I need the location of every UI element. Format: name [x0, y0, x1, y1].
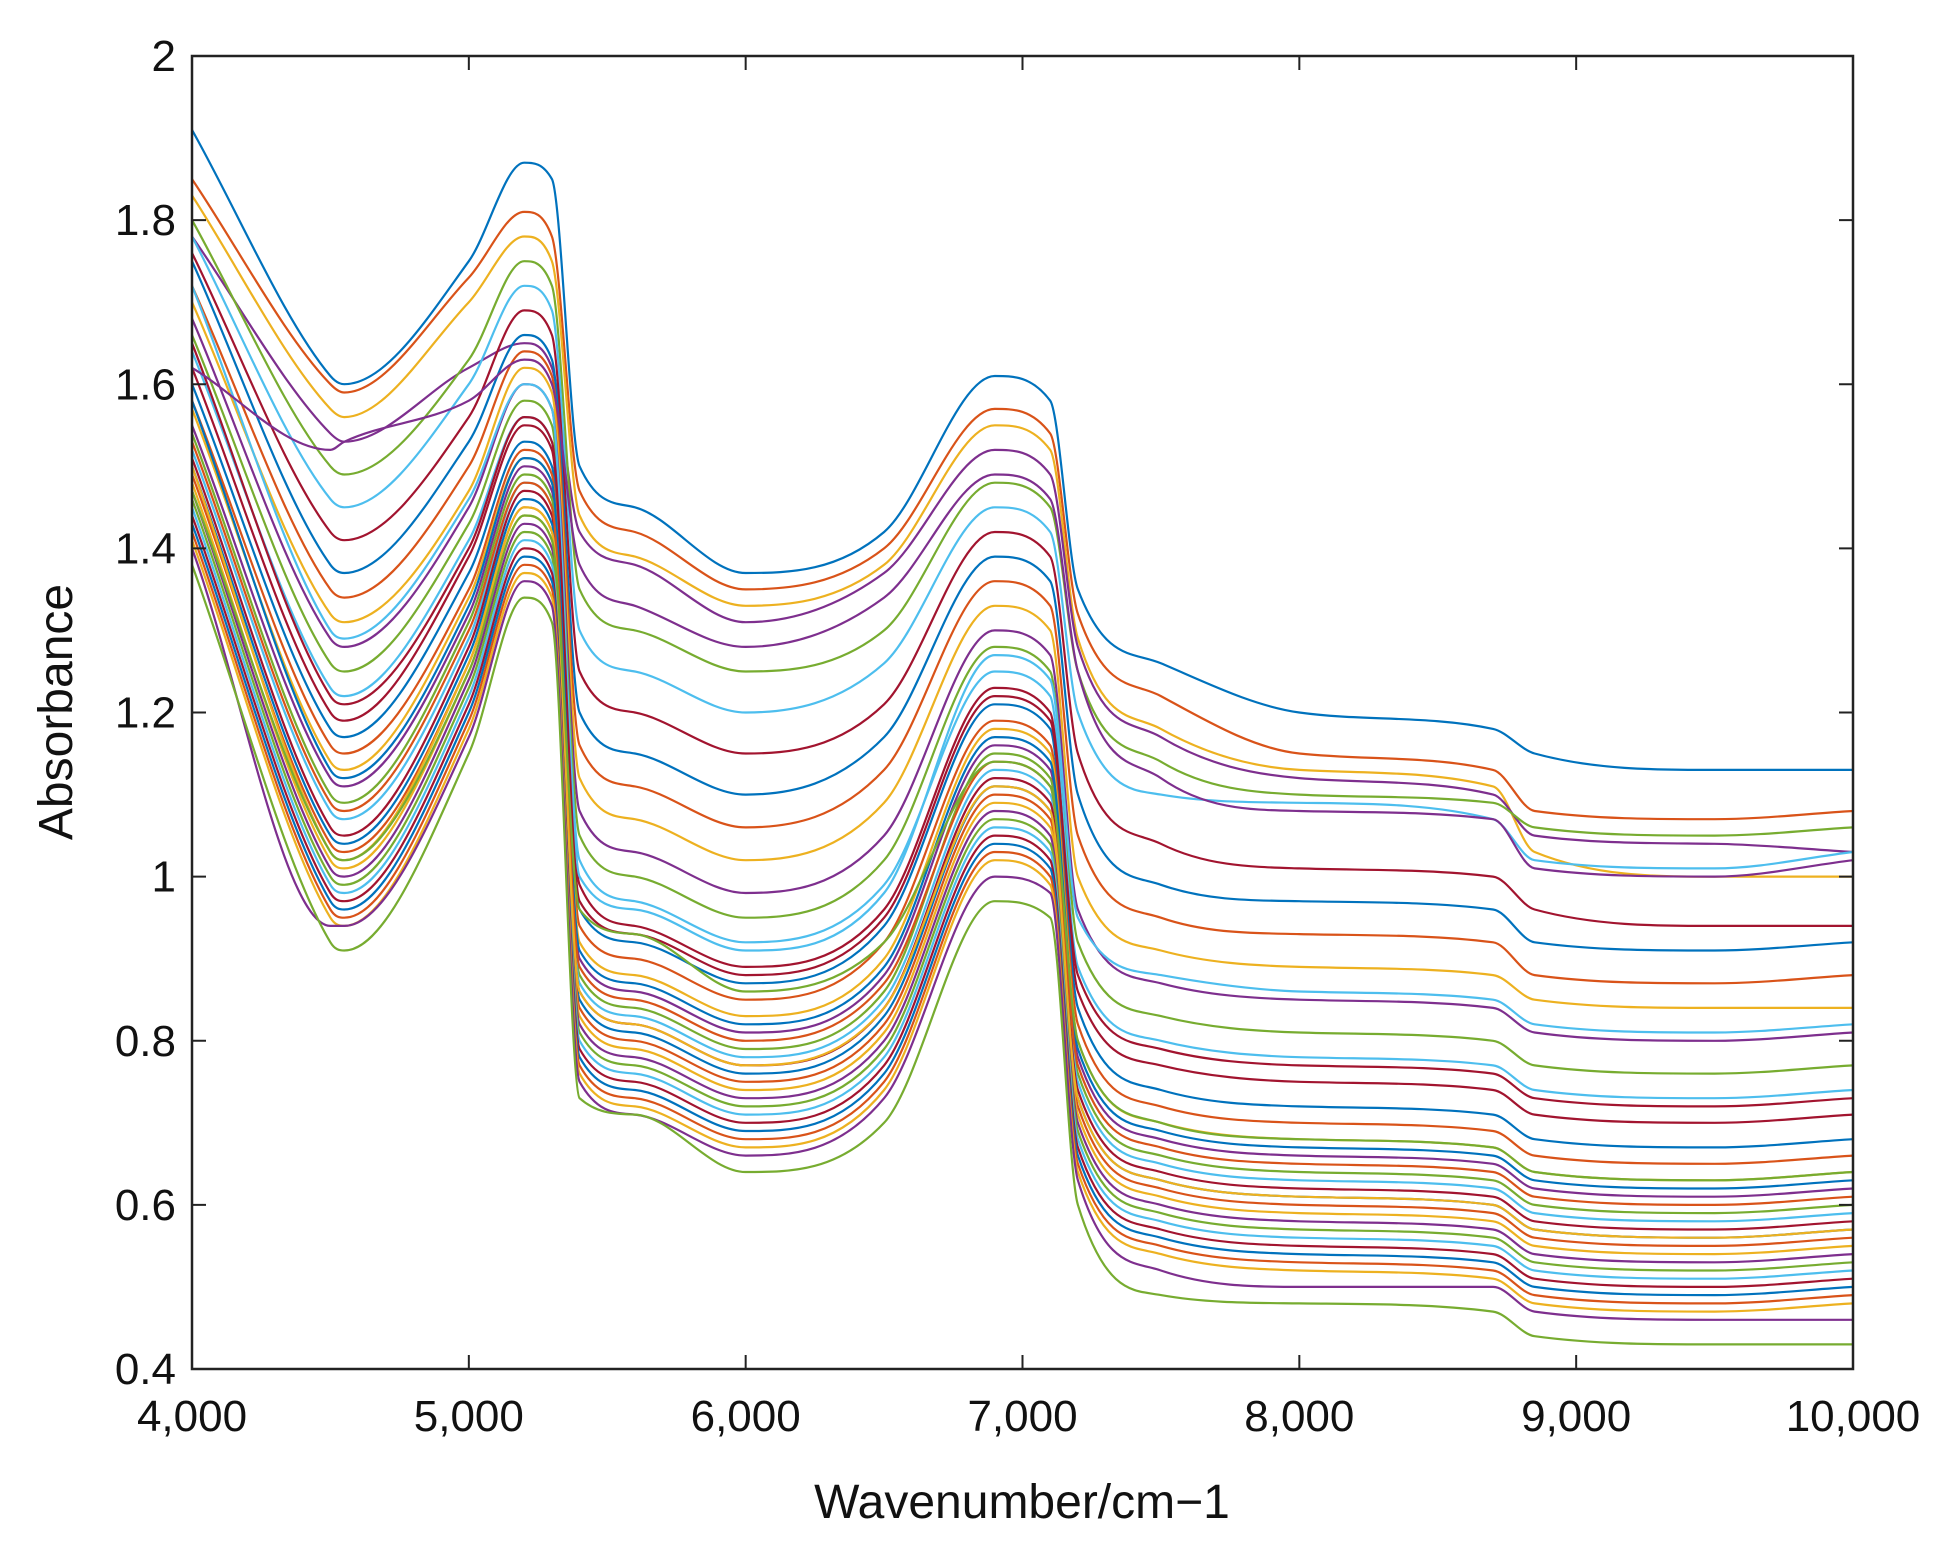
x-tick-label: 10,000: [1786, 1392, 1921, 1441]
spectrum-line-33: [192, 563, 1853, 1346]
spectrum-line-5: [192, 219, 1853, 837]
spectrum-line-36: [192, 399, 1853, 1190]
spectrum-line-4: [192, 235, 1853, 854]
spectrum-line-31: [192, 539, 1853, 1313]
x-tick-label: 4,000: [137, 1392, 247, 1441]
ticks-layer: 4,000 5,000 6,000 7,000 8,000 9,000 10,000 0.4 0…: [115, 32, 1920, 1441]
spectrum-line-25: [192, 489, 1853, 1264]
spectrum-line-34: [192, 284, 1853, 1034]
spectrum-line-12: [192, 333, 1853, 1075]
spectrum-line-19: [192, 432, 1853, 1215]
spectrum-line-8: [192, 260, 1853, 952]
y-tick-label: 1.6: [115, 360, 176, 409]
y-tick-label: 0.4: [115, 1345, 176, 1394]
y-tick-label: 0.6: [115, 1181, 176, 1230]
spectrum-line-32: [192, 547, 1853, 1321]
spectrum-line-30: [192, 530, 1853, 1305]
spectrum-line-20: [192, 448, 1853, 1223]
spectrum-line-28: [192, 514, 1853, 1288]
x-tick-label: 8,000: [1244, 1392, 1354, 1441]
spectrum-line-26: [192, 498, 1853, 1272]
y-tick-label: 2: [152, 32, 176, 81]
y-tick-label: 1: [152, 853, 176, 902]
spectrum-line-18: [192, 424, 1853, 1198]
spectrum-line-14: [192, 366, 1853, 1124]
y-tick-label: 0.8: [115, 1017, 176, 1066]
spectrum-line-40: [192, 489, 1853, 1182]
spectrum-line-6: [192, 235, 1853, 870]
spectrum-line-39: [192, 358, 1853, 878]
x-axis-label: Wavenumber/cm−1: [814, 1476, 1230, 1529]
spectrum-line-3: [192, 194, 1853, 878]
spectrum-line-35: [192, 342, 1853, 1108]
spectrum-line-37: [192, 440, 1853, 1206]
spectrum-line-1: [192, 128, 1853, 772]
spectrum-line-10: [192, 301, 1853, 1010]
spectrum-line-2: [192, 178, 1853, 821]
x-tick-label: 9,000: [1521, 1392, 1631, 1441]
spectrum-line-9: [192, 284, 1853, 985]
series-layer: [192, 128, 1853, 1346]
spectrum-line-38: [192, 465, 1853, 1239]
spectrum-line-11: [192, 317, 1853, 1042]
spectrum-line-27: [192, 506, 1853, 1280]
spectrum-line-13: [192, 350, 1853, 1100]
y-axis-label: Absorbance: [30, 584, 83, 840]
x-tick-label: 7,000: [967, 1392, 1077, 1441]
spectrum-line-29: [192, 522, 1853, 1297]
y-tick-label: 1.2: [115, 689, 176, 738]
spectrum-line-15: [192, 383, 1853, 1149]
x-tick-label: 6,000: [691, 1392, 801, 1441]
x-tick-label: 5,000: [414, 1392, 524, 1441]
y-tick-label: 1.8: [115, 196, 176, 245]
spectrum-line-16: [192, 399, 1853, 1165]
spectrum-line-7: [192, 251, 1853, 928]
y-tick-label: 1.4: [115, 524, 176, 573]
